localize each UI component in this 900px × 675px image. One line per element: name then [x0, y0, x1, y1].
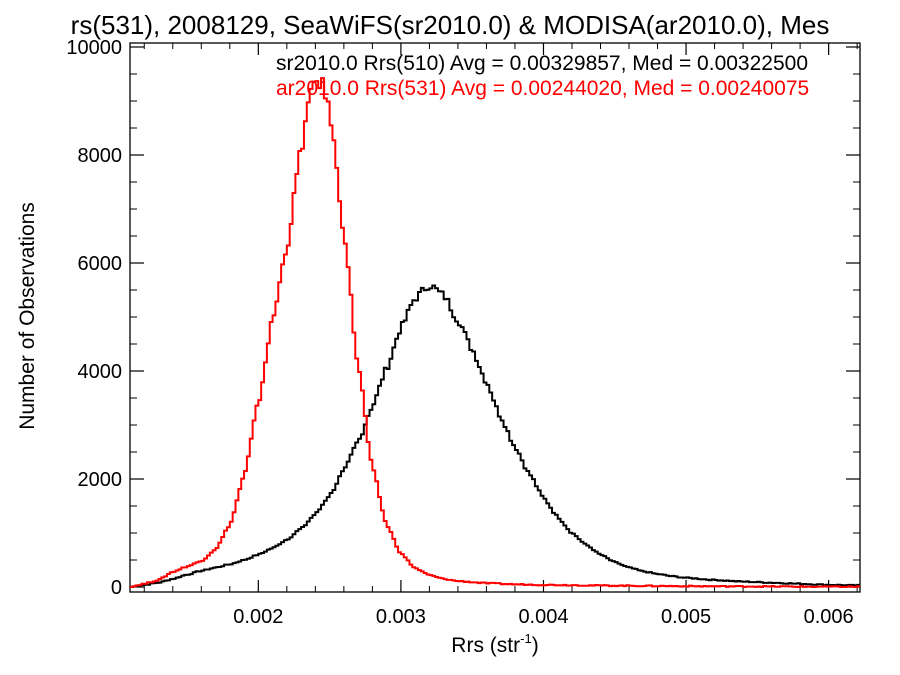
- axis-ticks: 0.002 0.003 0.004 0.005 0.006 0 2000 4000 6000 80…: [66, 37, 860, 628]
- series-layer: [130, 77, 860, 588]
- plot-frame: [129, 42, 861, 593]
- y-axis-label: Number of Observations: [16, 202, 39, 430]
- x-axis-label-text: Rrs (str: [451, 634, 520, 657]
- legend-entry: sr2010.0 Rrs(510) Avg = 0.00329857, Med …: [276, 52, 808, 75]
- x-tick-label: 0.002: [233, 606, 283, 628]
- y-tick-label: 0: [111, 577, 122, 599]
- y-tick-label: 8000: [78, 145, 123, 167]
- series-ar2010-rrs531: [130, 77, 860, 588]
- y-tick-label: 2000: [78, 469, 123, 491]
- y-tick-label: 6000: [78, 253, 123, 275]
- x-tick-label: 0.003: [376, 606, 426, 628]
- legend-entry: ar2010.0 Rrs(531) Avg = 0.00244020, Med …: [276, 77, 809, 100]
- x-axis-label: Rrs (str-1): [451, 631, 538, 657]
- chart-title: rs(531), 2008129, SeaWiFS(sr2010.0) & MO…: [71, 10, 830, 40]
- x-tick-label: 0.005: [661, 606, 711, 628]
- x-axis-label-close: ): [532, 634, 539, 657]
- x-tick-label: 0.006: [804, 606, 854, 628]
- series-sr2010-rrs510: [130, 284, 860, 588]
- y-tick-label: 4000: [78, 361, 123, 383]
- x-axis-label-superscript: -1: [520, 631, 532, 646]
- y-tick-label: 10000: [66, 37, 122, 59]
- legend: sr2010.0 Rrs(510) Avg = 0.00329857, Med …: [276, 52, 809, 100]
- x-tick-label: 0.004: [518, 606, 568, 628]
